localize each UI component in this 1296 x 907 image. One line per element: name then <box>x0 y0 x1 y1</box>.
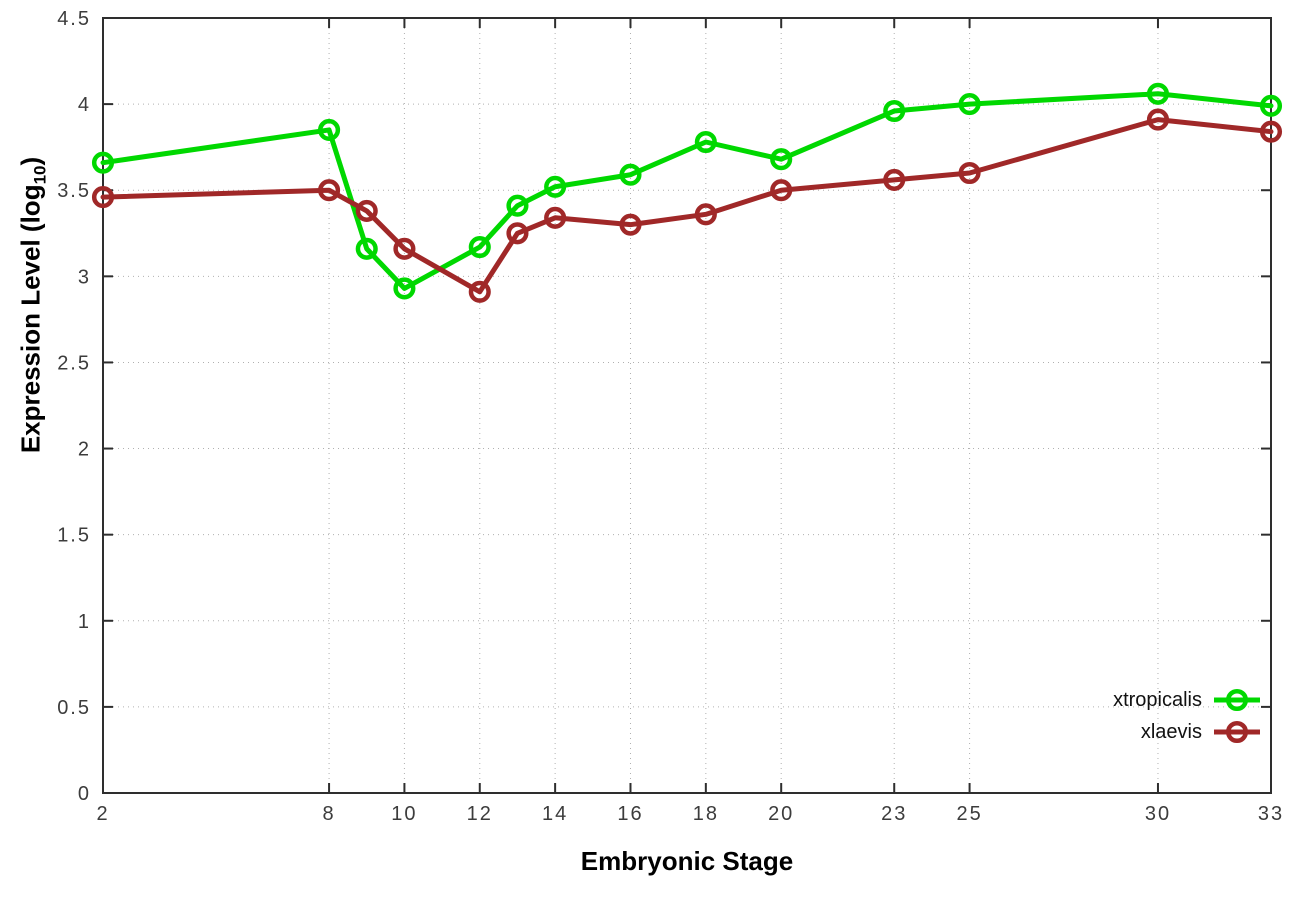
y-tick-label: 2.5 <box>57 352 91 374</box>
data-point-xlaevis <box>355 199 378 222</box>
x-tick-label: 2 <box>96 803 109 825</box>
legend: xtropicalis xlaevis <box>1113 684 1263 748</box>
data-point-xlaevis <box>393 237 416 260</box>
x-tick-label: 18 <box>693 803 719 825</box>
series-line-xlaevis <box>100 117 1274 295</box>
data-point-xlaevis <box>619 213 642 236</box>
y-tick-label: 3.5 <box>57 180 91 202</box>
data-point-xlaevis <box>318 179 341 202</box>
x-tick-label: 12 <box>467 803 493 825</box>
y-tick-label: 3 <box>78 266 91 288</box>
data-point-xtropicalis <box>91 151 115 174</box>
legend-label-xlaevis: xlaevis <box>1140 720 1202 743</box>
data-point-xtropicalis <box>318 118 341 141</box>
data-point-xlaevis <box>506 222 529 245</box>
legend-label-xtropicalis: xtropicalis <box>1113 688 1202 711</box>
y-axis-title-subscript: 10 <box>30 165 50 185</box>
x-axis-title: Embryonic Stage <box>580 846 794 876</box>
data-point-xlaevis <box>1146 108 1170 131</box>
y-tick-label: 1.5 <box>57 525 91 547</box>
legend-sample-xlaevis <box>1214 720 1260 744</box>
y-tick-label: 4.5 <box>57 8 91 30</box>
data-point-xtropicalis <box>506 194 529 217</box>
y-tick-label: 0 <box>78 783 91 805</box>
y-tick-label: 0.5 <box>57 697 91 719</box>
data-point-xlaevis <box>770 179 793 202</box>
legend-row-xtropicalis: xtropicalis <box>1113 684 1263 716</box>
x-tick-label: 20 <box>768 803 794 825</box>
y-tick-label: 4 <box>78 94 91 116</box>
y-axis-title-text: Expression Level (log <box>15 184 46 454</box>
legend-row-xlaevis: xlaevis <box>1113 716 1263 748</box>
x-tick-label: 8 <box>323 803 336 825</box>
x-tick-label: 10 <box>391 803 417 825</box>
data-point-xtropicalis <box>958 93 981 116</box>
data-point-xtropicalis <box>468 236 491 259</box>
data-point-xtropicalis <box>544 175 567 198</box>
data-point-xtropicalis <box>1146 82 1170 105</box>
x-tick-label: 16 <box>617 803 643 825</box>
data-point-xlaevis <box>468 280 491 303</box>
x-tick-label: 30 <box>1145 803 1171 825</box>
data-point-xlaevis <box>91 186 115 209</box>
data-point-xtropicalis <box>1259 94 1283 117</box>
data-point-xlaevis <box>544 206 567 229</box>
data-point-xtropicalis <box>619 163 642 186</box>
y-tick-label: 2 <box>78 439 91 461</box>
legend-sample-xtropicalis <box>1214 688 1260 712</box>
data-point-xtropicalis <box>770 148 793 171</box>
data-point-xtropicalis <box>393 277 416 300</box>
data-point-xlaevis <box>1259 120 1283 143</box>
x-tick-label: 25 <box>956 803 982 825</box>
data-point-xlaevis <box>694 203 717 226</box>
legend-marker-icon <box>1225 720 1249 744</box>
x-tick-label: 23 <box>881 803 907 825</box>
data-point-xlaevis <box>883 168 906 191</box>
y-tick-label: 1 <box>78 611 91 633</box>
data-point-xtropicalis <box>883 99 906 123</box>
data-point-xlaevis <box>958 161 981 185</box>
data-point-xtropicalis <box>355 237 378 260</box>
plot-border <box>102 17 1272 794</box>
x-tick-label: 14 <box>542 803 568 825</box>
y-axis-title: Expression Level (log10) <box>15 157 50 454</box>
data-point-xtropicalis <box>694 130 717 154</box>
x-tick-label: 33 <box>1258 803 1284 825</box>
legend-marker-icon <box>1225 688 1249 712</box>
